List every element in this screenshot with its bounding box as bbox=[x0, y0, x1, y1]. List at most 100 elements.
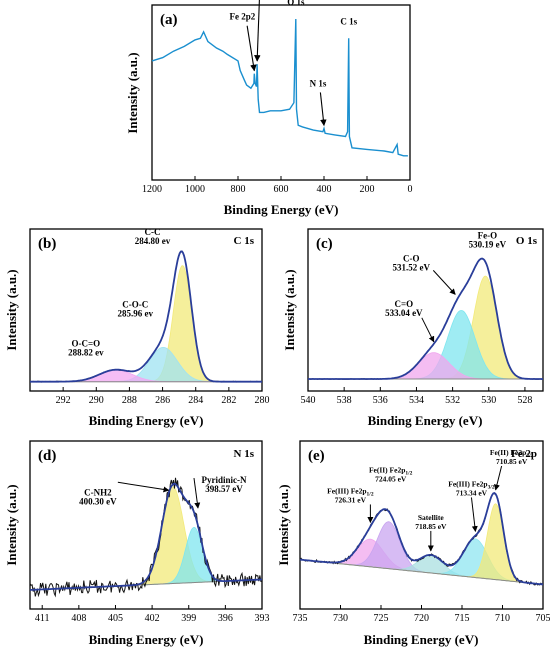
x-tick-label: 730 bbox=[333, 613, 348, 624]
x-tick-label: 720 bbox=[414, 613, 429, 624]
y-axis-label-a: Intensity (a.u.) bbox=[125, 52, 140, 133]
x-tick-label: 528 bbox=[517, 395, 532, 406]
peak-arrow bbox=[246, 25, 257, 72]
fit-component-area bbox=[30, 347, 262, 383]
component-value: 288.82 ev bbox=[68, 348, 104, 358]
x-tick-label: 411 bbox=[35, 613, 50, 624]
x-tick-label: 282 bbox=[221, 395, 236, 406]
component-value: 530.19 eV bbox=[469, 240, 507, 250]
peak-label: C 1s bbox=[340, 16, 357, 26]
x-tick-label: 286 bbox=[155, 395, 170, 406]
component-value: 724.05 eV bbox=[375, 475, 407, 484]
component-label: Fe(II) Fe2p3/2 bbox=[490, 448, 534, 459]
x-tick-label: 200 bbox=[360, 184, 375, 195]
x-tick-label: 534 bbox=[409, 395, 424, 406]
component-label: Satellite bbox=[418, 513, 444, 522]
background-line bbox=[299, 559, 544, 585]
annotation-arrow bbox=[470, 497, 478, 533]
component-value: 718.85 eV bbox=[415, 522, 447, 531]
annotation-arrow bbox=[494, 465, 503, 491]
x-tick-label: 402 bbox=[145, 613, 160, 624]
envelope-fit-line bbox=[308, 257, 543, 380]
corner-label-n1s: N 1s bbox=[234, 448, 255, 460]
component-value: 531.52 eV bbox=[393, 262, 431, 272]
corner-label-fe2p: Fe 2p bbox=[511, 448, 537, 460]
x-ticks-b: 292 290 288 286 284 282 280 bbox=[56, 387, 270, 406]
fit-components-b bbox=[29, 250, 263, 383]
x-tick-label: 1000 bbox=[185, 184, 205, 195]
y-axis-label-b: Intensity (a.u.) bbox=[4, 269, 19, 350]
x-tick-label: 0 bbox=[408, 184, 413, 195]
plot-frame-a bbox=[151, 4, 411, 181]
annotation-arrow bbox=[432, 270, 456, 295]
x-tick-label: 393 bbox=[255, 613, 270, 624]
x-ticks-a: 1200 1000 800 600 400 200 0 bbox=[142, 176, 413, 195]
component-value: 284.80 ev bbox=[135, 236, 171, 246]
x-tick-label: 290 bbox=[89, 395, 104, 406]
peak-arrow bbox=[319, 92, 327, 127]
component-value: 713.34 eV bbox=[456, 488, 488, 497]
panel-label-c: (c) bbox=[316, 236, 333, 252]
component-label: C-O-C bbox=[122, 300, 148, 310]
component-label: Fe-O bbox=[478, 231, 498, 241]
y-axis-label-d: Intensity (a.u.) bbox=[4, 484, 19, 565]
x-tick-label: 405 bbox=[108, 613, 123, 624]
x-ticks-e: 735 730 725 720 715 710 705 bbox=[293, 605, 550, 624]
x-axis-label-a: Binding Energy (eV) bbox=[224, 202, 339, 217]
x-tick-label: 600 bbox=[274, 184, 289, 195]
fit-components-e bbox=[299, 491, 544, 586]
x-tick-label: 735 bbox=[293, 613, 308, 624]
peak-label: Fe 2p2 bbox=[229, 12, 255, 22]
x-tick-label: 538 bbox=[337, 395, 352, 406]
fit-component-area bbox=[29, 486, 262, 591]
x-axis-label-d: Binding Energy (eV) bbox=[89, 632, 204, 647]
plot-frame-b bbox=[29, 228, 263, 392]
component-value: 533.04 eV bbox=[385, 308, 423, 318]
x-tick-label: 725 bbox=[374, 613, 389, 624]
component-value: 398.57 eV bbox=[205, 484, 243, 494]
x-tick-label: 399 bbox=[181, 613, 196, 624]
x-tick-label: 710 bbox=[495, 613, 510, 624]
component-label: Fe(III) Fe2p3/2 bbox=[448, 479, 495, 490]
component-value: 710.85 eV bbox=[496, 457, 528, 466]
panel-label-b: (b) bbox=[38, 236, 56, 252]
component-label: Fe(II) Fe2p1/2 bbox=[369, 466, 413, 477]
panel-d: (d) N 1s 411 408 405 402 399 396 393 C-NH2400.… bbox=[4, 440, 270, 647]
x-ticks-c: 540 538 536 534 532 530 528 bbox=[301, 387, 532, 406]
plot-frame-c bbox=[307, 228, 544, 392]
x-tick-label: 705 bbox=[536, 613, 550, 624]
raw-data-line bbox=[29, 477, 263, 598]
component-label: O-C=O bbox=[72, 339, 101, 349]
component-label: Pyridinic-N bbox=[201, 475, 246, 485]
x-tick-label: 540 bbox=[301, 395, 316, 406]
x-tick-label: 715 bbox=[455, 613, 470, 624]
panel-label-d: (d) bbox=[38, 448, 56, 464]
x-tick-label: 536 bbox=[373, 395, 388, 406]
x-ticks-d: 411 408 405 402 399 396 393 bbox=[35, 605, 270, 624]
survey-spectrum-line bbox=[151, 18, 408, 157]
panel-b: (b) C 1s 292 290 288 286 284 282 280 C-C284.80… bbox=[4, 227, 270, 428]
panel-label-a: (a) bbox=[160, 12, 178, 28]
y-axis-label-e: Intensity (a.u.) bbox=[276, 484, 291, 565]
annotation-arrow bbox=[421, 317, 435, 343]
envelope-fit-line bbox=[29, 482, 262, 591]
component-label: C-O bbox=[403, 253, 420, 263]
envelope-fit-line bbox=[299, 491, 544, 586]
x-tick-label: 530 bbox=[481, 395, 496, 406]
x-axis-label-e: Binding Energy (eV) bbox=[364, 632, 479, 647]
corner-label-c1s: C 1s bbox=[234, 235, 255, 247]
component-label: C=O bbox=[394, 299, 413, 309]
component-value: 726.31 eV bbox=[335, 495, 367, 504]
plot-frame-d bbox=[29, 440, 263, 610]
peak-label: N 1s bbox=[310, 78, 327, 88]
x-tick-label: 800 bbox=[231, 184, 246, 195]
envelope-fit-line bbox=[30, 250, 262, 383]
x-tick-label: 1200 bbox=[142, 184, 162, 195]
fit-components-c bbox=[307, 257, 544, 380]
